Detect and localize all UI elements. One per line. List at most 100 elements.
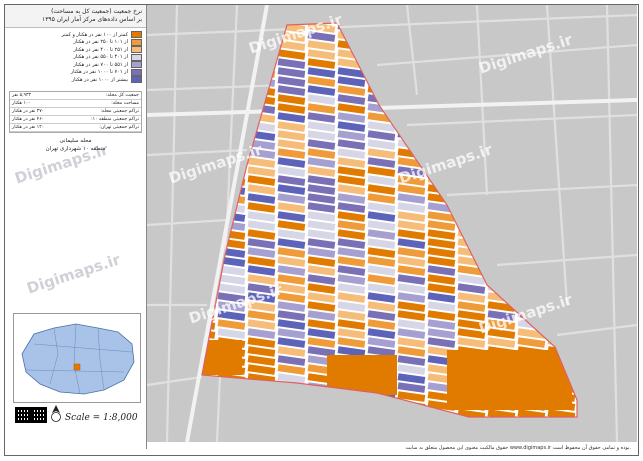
parcel-block[interactable] bbox=[397, 382, 426, 393]
parcel-block[interactable] bbox=[277, 94, 306, 105]
parcel-block[interactable] bbox=[367, 193, 396, 204]
parcel-block[interactable] bbox=[337, 166, 366, 177]
parcel-block[interactable] bbox=[397, 337, 426, 348]
parcel-block[interactable] bbox=[337, 139, 366, 150]
parcel-block[interactable] bbox=[217, 265, 246, 276]
parcel-block[interactable] bbox=[337, 319, 366, 330]
parcel-block[interactable] bbox=[307, 247, 336, 258]
map-canvas[interactable]: Digimaps.ir Digimaps.ir Digimaps.ir Digi… bbox=[147, 5, 637, 442]
parcel-block[interactable] bbox=[457, 409, 486, 420]
parcel-block[interactable] bbox=[277, 265, 306, 276]
parcel-block[interactable] bbox=[457, 301, 486, 312]
parcel-block[interactable] bbox=[367, 292, 396, 303]
parcel-block[interactable] bbox=[367, 238, 396, 249]
parcel-block[interactable] bbox=[337, 247, 366, 258]
parcel-block[interactable] bbox=[277, 166, 306, 177]
parcel-block[interactable] bbox=[217, 328, 246, 339]
parcel-block[interactable] bbox=[337, 94, 366, 105]
parcel-block[interactable] bbox=[367, 220, 396, 231]
parcel-block[interactable] bbox=[487, 310, 516, 321]
parcel-block[interactable] bbox=[337, 121, 366, 132]
parcel-block[interactable] bbox=[247, 292, 276, 303]
parcel-block[interactable] bbox=[247, 256, 276, 267]
parcel-block[interactable] bbox=[427, 310, 456, 321]
parcel-block[interactable] bbox=[307, 274, 336, 285]
parcel-block[interactable] bbox=[457, 337, 486, 348]
parcel-block[interactable] bbox=[337, 346, 366, 357]
parcel-block[interactable] bbox=[217, 274, 246, 285]
parcel-block[interactable] bbox=[397, 184, 426, 195]
parcel-block[interactable] bbox=[277, 292, 306, 303]
parcel-block[interactable] bbox=[217, 292, 246, 303]
parcel-block[interactable] bbox=[397, 274, 426, 285]
parcel-block[interactable] bbox=[397, 265, 426, 276]
parcel-block[interactable] bbox=[397, 220, 426, 231]
parcel-block[interactable] bbox=[367, 265, 396, 276]
parcel-block[interactable] bbox=[247, 346, 276, 357]
parcel-block[interactable] bbox=[337, 265, 366, 276]
parcel-block[interactable] bbox=[397, 211, 426, 222]
parcel-block[interactable] bbox=[367, 337, 396, 348]
parcel-block[interactable] bbox=[397, 175, 426, 186]
parcel-block[interactable] bbox=[307, 40, 336, 51]
parcel-block[interactable] bbox=[307, 319, 336, 330]
parcel-block[interactable] bbox=[397, 310, 426, 321]
parcel-block[interactable] bbox=[277, 49, 306, 60]
parcel-block[interactable] bbox=[247, 310, 276, 321]
parcel-block[interactable] bbox=[457, 283, 486, 294]
parcel-block[interactable] bbox=[427, 328, 456, 339]
parcel-block[interactable] bbox=[337, 76, 366, 87]
parcel-block[interactable] bbox=[307, 166, 336, 177]
parcel-block[interactable] bbox=[397, 364, 426, 375]
parcel-block[interactable] bbox=[397, 229, 426, 240]
parcel-block[interactable] bbox=[367, 328, 396, 339]
parcel-block[interactable] bbox=[277, 364, 306, 375]
parcel-block[interactable] bbox=[277, 130, 306, 141]
parcel-block[interactable] bbox=[307, 49, 336, 60]
parcel-block[interactable] bbox=[247, 355, 276, 366]
parcel-block[interactable] bbox=[447, 350, 572, 410]
parcel-block[interactable] bbox=[337, 328, 366, 339]
parcel-block[interactable] bbox=[487, 337, 516, 348]
parcel-block[interactable] bbox=[427, 247, 456, 258]
parcel-block[interactable] bbox=[397, 202, 426, 213]
parcel-block[interactable] bbox=[367, 166, 396, 177]
parcel-block[interactable] bbox=[247, 139, 276, 150]
parcel-block[interactable] bbox=[217, 310, 246, 321]
parcel-block[interactable] bbox=[307, 310, 336, 321]
parcel-block[interactable] bbox=[277, 67, 306, 78]
parcel-block[interactable] bbox=[367, 346, 396, 357]
parcel-block[interactable] bbox=[277, 238, 306, 249]
parcel-block[interactable] bbox=[247, 211, 276, 222]
parcel-block[interactable] bbox=[337, 292, 366, 303]
parcel-block[interactable] bbox=[202, 340, 242, 375]
parcel-block[interactable] bbox=[307, 121, 336, 132]
parcel-block[interactable] bbox=[277, 40, 306, 51]
parcel-block[interactable] bbox=[427, 238, 456, 249]
parcel-block[interactable] bbox=[367, 310, 396, 321]
parcel-block[interactable] bbox=[307, 265, 336, 276]
parcel-block[interactable] bbox=[307, 31, 336, 42]
parcel-block[interactable] bbox=[247, 229, 276, 240]
parcel-block[interactable] bbox=[247, 364, 276, 375]
map-svg[interactable] bbox=[147, 5, 637, 442]
parcel-block[interactable] bbox=[307, 238, 336, 249]
parcel-block[interactable] bbox=[277, 328, 306, 339]
parcel-block[interactable] bbox=[337, 148, 366, 159]
parcel-block[interactable] bbox=[247, 157, 276, 168]
parcel-block[interactable] bbox=[307, 301, 336, 312]
parcel-block[interactable] bbox=[397, 283, 426, 294]
parcel-block[interactable] bbox=[277, 310, 306, 321]
parcel-block[interactable] bbox=[367, 184, 396, 195]
parcel-block[interactable] bbox=[277, 139, 306, 150]
parcel-block[interactable] bbox=[427, 301, 456, 312]
parcel-block[interactable] bbox=[367, 121, 396, 132]
parcel-block[interactable] bbox=[247, 283, 276, 294]
parcel-block[interactable] bbox=[487, 319, 516, 330]
parcel-block[interactable] bbox=[337, 283, 366, 294]
parcel-block[interactable] bbox=[427, 202, 456, 213]
parcel-block[interactable] bbox=[337, 112, 366, 123]
parcel-block[interactable] bbox=[397, 238, 426, 249]
parcel-block[interactable] bbox=[277, 301, 306, 312]
parcel-block[interactable] bbox=[307, 193, 336, 204]
